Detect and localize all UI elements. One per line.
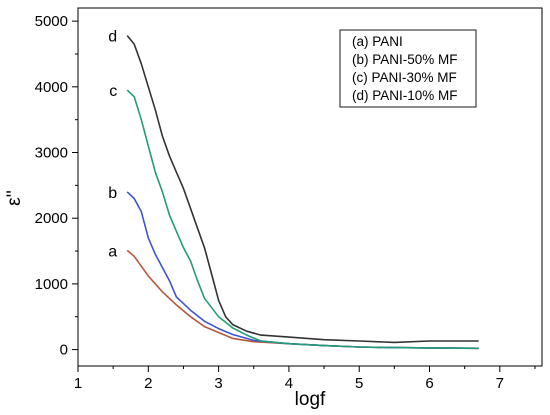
y-tick-label: 1000 <box>35 276 68 293</box>
legend-entry-a: (a) PANI <box>352 34 403 49</box>
y-tick-label: 4000 <box>35 79 68 96</box>
y-tick-label: 3000 <box>35 145 68 162</box>
series-tag-a: a <box>108 243 117 260</box>
series-line-b <box>126 191 479 350</box>
x-tick-label: 2 <box>144 375 152 392</box>
plot-frame <box>77 7 543 367</box>
x-tick-label: 6 <box>425 375 433 392</box>
y-tick-label: 2000 <box>35 210 68 227</box>
axes: 1 2 3 4 5 6 7 0 1000 2000 3000 4000 5000 <box>35 7 543 392</box>
series-tag-d: d <box>108 29 117 46</box>
legend-entry-d: (d) PANI-10% MF <box>352 88 458 103</box>
x-tick-label: 1 <box>74 375 82 392</box>
x-tick-label: 3 <box>214 375 222 392</box>
series-tag-b: b <box>108 185 117 202</box>
series-line-c <box>126 89 479 350</box>
x-tick-label: 5 <box>355 375 363 392</box>
legend-entry-b: (b) PANI-50% MF <box>352 52 458 67</box>
legend-box <box>339 29 477 108</box>
x-axis-title: logf <box>295 389 326 410</box>
y-tick-label: 5000 <box>35 13 68 30</box>
legend: (a) PANI (b) PANI-50% MF (c) PANI-30% MF… <box>339 29 477 108</box>
x-tick-label: 7 <box>496 375 504 392</box>
series-tag-c: c <box>109 83 117 100</box>
x-tick-label: 4 <box>285 375 293 392</box>
y-axis-title: ε'' <box>4 190 25 206</box>
legend-entry-c: (c) PANI-30% MF <box>352 70 457 85</box>
y-tick-label: 0 <box>60 342 68 359</box>
series-line-d <box>126 35 479 344</box>
series-layer: a b c d <box>108 29 479 350</box>
